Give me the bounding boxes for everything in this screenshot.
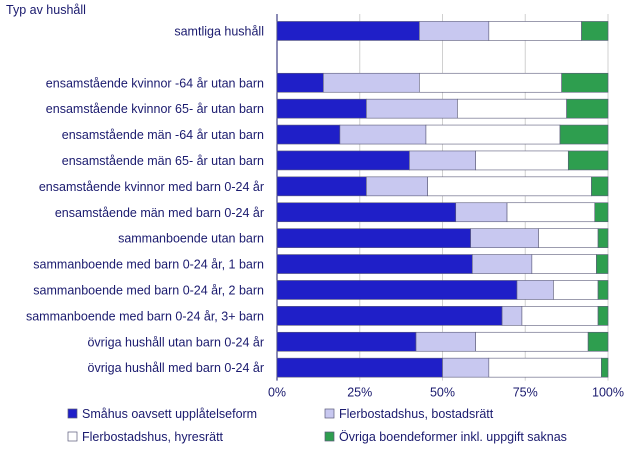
legend-swatch <box>67 431 78 442</box>
bar-segment <box>366 98 458 119</box>
bar-segment <box>567 150 609 171</box>
bar-segment <box>516 280 554 300</box>
bar-segment <box>591 176 609 197</box>
bar-segment <box>276 124 341 145</box>
x-tick-label: 25% <box>347 386 372 400</box>
bar-segment <box>276 150 410 171</box>
bar-segment <box>531 254 597 274</box>
bar-segment <box>276 72 324 93</box>
bar-segment <box>366 176 428 197</box>
legend: Småhus oavsett upplåtelseform Flerbostads… <box>67 407 567 444</box>
bar-segment <box>276 202 457 223</box>
legend-label: Övriga boendeformer inkl. uppgift saknas <box>339 430 567 444</box>
bar-segment <box>581 21 609 41</box>
bar-segment <box>596 254 609 274</box>
bar-segment <box>419 21 490 41</box>
legend-swatch <box>324 431 335 442</box>
category-label: sammanboende utan barn <box>118 232 264 246</box>
bar-segment <box>553 280 599 300</box>
category-label: ensamstående kvinnor 65- år utan barn <box>46 102 264 116</box>
bar-segment <box>427 176 592 197</box>
category-label: sammanboende med barn 0-24 år, 2 barn <box>33 283 264 297</box>
category-label: samtliga hushåll <box>174 24 264 38</box>
legend-swatch <box>67 408 78 419</box>
bar-segment <box>455 202 508 223</box>
legend-label: Småhus oavsett upplåtelseform <box>82 407 257 421</box>
bar-segment <box>276 254 473 274</box>
bar-segment <box>561 72 609 93</box>
bar-segment <box>597 306 609 326</box>
bar-segment <box>475 331 589 352</box>
bar-segment <box>566 98 609 119</box>
bar-segment <box>597 280 609 300</box>
bar-segment <box>419 72 562 93</box>
category-labels: samtliga hushåll ensamstående kvinnor -64… <box>26 24 264 375</box>
category-label: ensamstående män -64 år utan barn <box>62 128 264 142</box>
bar-segment <box>538 228 599 248</box>
category-label: sammanboende med barn 0-24 år, 3+ barn <box>26 309 264 323</box>
x-axis-ticks: 0% 25% 50% 75% 100% <box>268 386 624 400</box>
bar-segment <box>339 124 427 145</box>
bar-segment <box>276 21 420 41</box>
category-label: övriga hushåll med barn 0-24 år <box>88 361 265 375</box>
bar-segment <box>597 228 609 248</box>
bar-segment <box>276 306 503 326</box>
category-label: ensamstående kvinnor -64 år utan barn <box>46 76 264 90</box>
bar-segment <box>601 357 609 378</box>
bars <box>276 21 609 378</box>
legend-label: Flerbostadshus, bostadsrätt <box>339 407 494 421</box>
bar-segment <box>442 357 490 378</box>
category-label: ensamstående kvinnor med barn 0-24 år <box>39 180 264 194</box>
x-tick-label: 75% <box>513 386 538 400</box>
category-label: sammanboende med barn 0-24 år, 1 barn <box>33 258 264 272</box>
bar-segment <box>276 280 518 300</box>
bar-segment <box>409 150 476 171</box>
bar-segment <box>415 331 476 352</box>
bar-segment <box>488 21 582 41</box>
x-tick-label: 0% <box>268 386 286 400</box>
bar-segment <box>470 228 539 248</box>
bar-segment <box>457 98 567 119</box>
bar-segment <box>475 150 569 171</box>
bar-segment <box>425 124 561 145</box>
bar-segment <box>471 254 533 274</box>
bar-segment <box>506 202 596 223</box>
bar-segment <box>276 357 443 378</box>
bar-segment <box>521 306 599 326</box>
category-label: övriga hushåll utan barn 0-24 år <box>87 335 264 349</box>
x-tick-label: 50% <box>430 386 455 400</box>
bar-segment <box>559 124 609 145</box>
bar-segment <box>276 228 471 248</box>
chart-title: Typ av hushåll <box>6 3 86 17</box>
bar-segment <box>594 202 609 223</box>
bar-segment <box>276 98 367 119</box>
legend-label: Flerbostadshus, hyresrätt <box>82 430 224 444</box>
bar-segment <box>501 306 523 326</box>
bar-segment <box>276 176 367 197</box>
bar-segment <box>276 331 417 352</box>
bar-segment <box>488 357 602 378</box>
legend-swatch <box>324 408 335 419</box>
x-tick-label: 100% <box>592 386 624 400</box>
category-label: ensamstående män med barn 0-24 år <box>55 206 264 220</box>
category-label: ensamstående män 65- år utan barn <box>62 154 264 168</box>
bar-segment <box>323 72 420 93</box>
bar-segment <box>587 331 609 352</box>
